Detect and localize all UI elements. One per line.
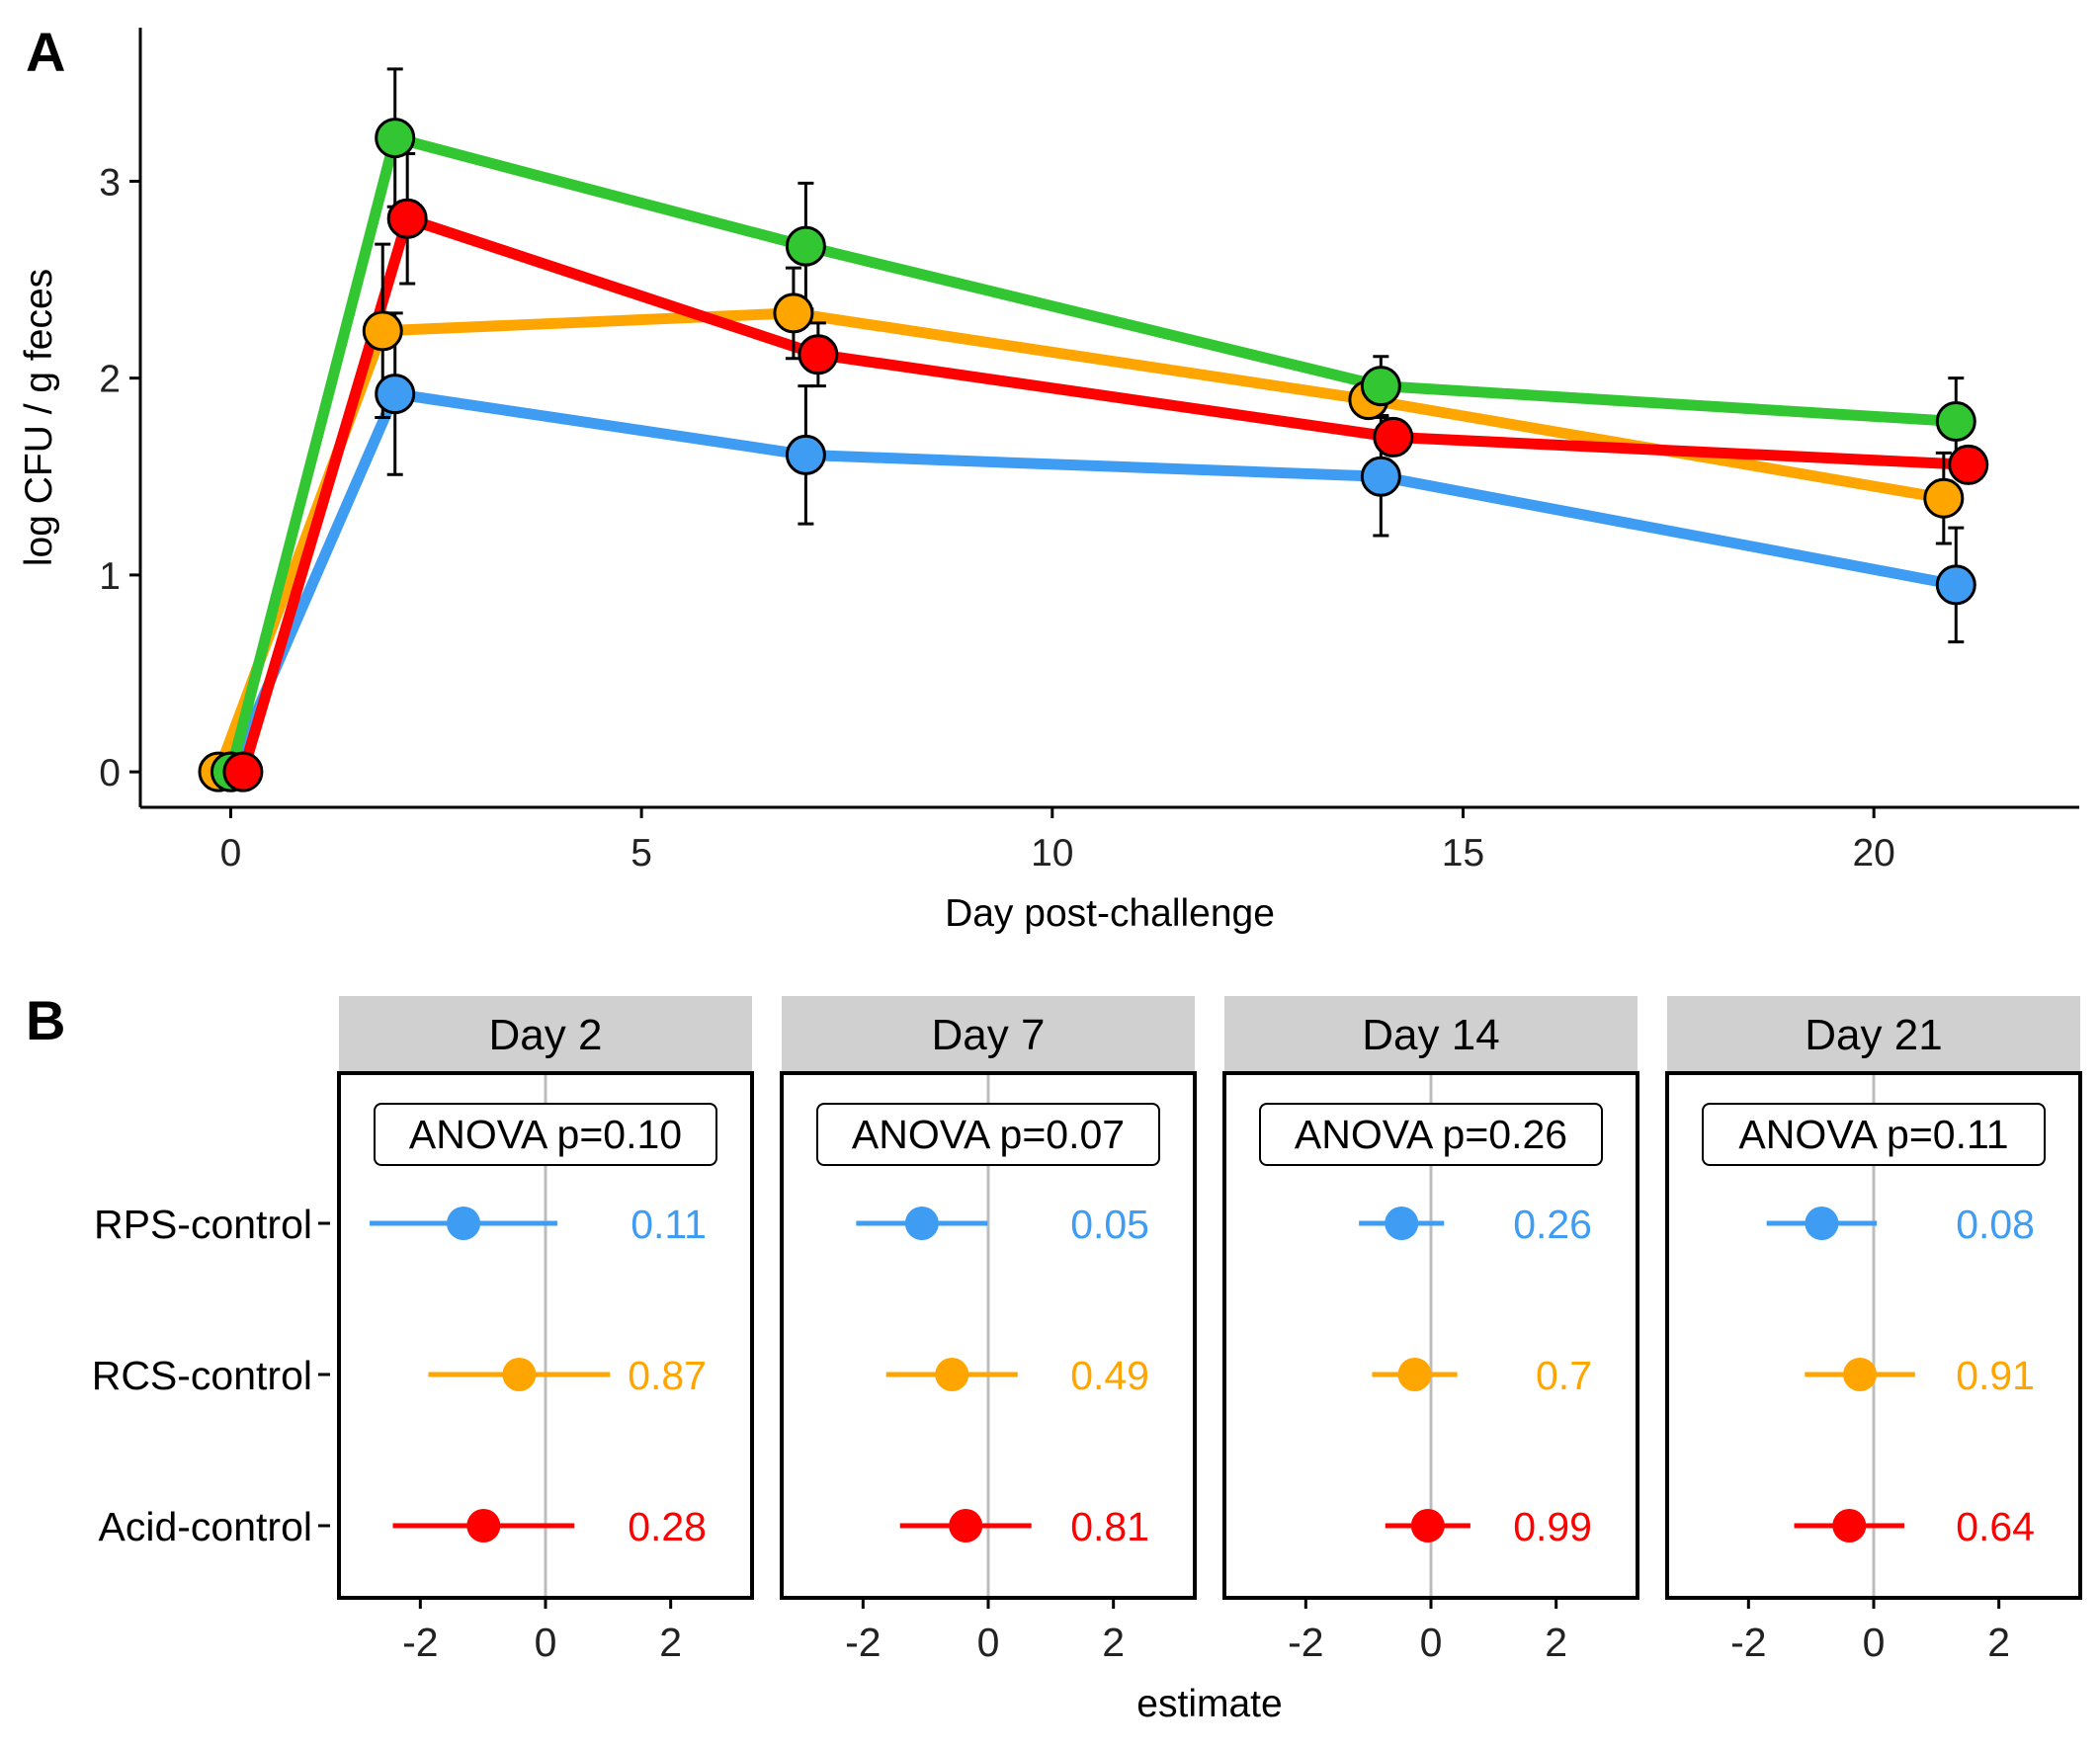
y-tick-label: 1 (99, 555, 121, 598)
facet-strip (782, 996, 1195, 1073)
x-tick-label: 0 (1420, 1620, 1443, 1665)
data-point-rps (785, 225, 826, 267)
data-point-control (1935, 564, 1976, 606)
data-point-rcs (362, 310, 403, 352)
y-tick-label: 2 (99, 359, 121, 401)
estimate-point (1410, 1509, 1445, 1542)
x-tick-label: -2 (845, 1620, 881, 1665)
estimate-point (1843, 1358, 1878, 1391)
pvalue-label: 0.99 (1513, 1504, 1592, 1549)
data-point-control (375, 374, 416, 415)
x-tick-label: 10 (1031, 832, 1073, 875)
row-label: RCS-control (92, 1353, 312, 1398)
data-point-acid (386, 198, 428, 239)
estimate-point (1385, 1207, 1419, 1240)
pvalue-label: 0.91 (1956, 1353, 2035, 1398)
pvalue-label: 0.05 (1070, 1202, 1149, 1247)
facet-strip-label: Day 2 (489, 1011, 603, 1059)
pvalue-label: 0.11 (630, 1202, 707, 1247)
estimate-point (949, 1509, 983, 1542)
anova-label-box (1259, 1103, 1603, 1166)
data-point-acid (222, 751, 264, 792)
facet-strip (1224, 996, 1638, 1073)
series-line-acid (237, 212, 1974, 778)
data-point-acid (798, 334, 839, 375)
anova-label-text: ANOVA p=0.10 (409, 1112, 682, 1157)
facet-strip (1667, 996, 2080, 1073)
facet-strip (339, 996, 752, 1073)
y-tick-label: 0 (99, 752, 121, 794)
facet-strip-label: Day 7 (932, 1011, 1046, 1059)
estimate-point (466, 1509, 501, 1542)
pvalue-label: 0.28 (628, 1504, 707, 1549)
estimate-point (1397, 1358, 1432, 1391)
row-label: RPS-control (94, 1202, 312, 1247)
anova-label-box (816, 1103, 1160, 1166)
facet-strip-label: Day 21 (1805, 1011, 1942, 1059)
anova-label-text: ANOVA p=0.07 (852, 1112, 1125, 1157)
x-tick-label: 2 (1545, 1620, 1567, 1665)
panel-a-letter: A (26, 21, 65, 83)
data-point-acid (1948, 444, 1989, 485)
estimate-point (502, 1358, 537, 1391)
pvalue-label: 0.7 (1536, 1353, 1592, 1398)
pvalue-label: 0.49 (1070, 1353, 1149, 1398)
estimate-point (1832, 1509, 1867, 1542)
data-point-rcs (773, 292, 814, 334)
y-tick-label: 3 (99, 161, 121, 204)
data-point-acid (1373, 416, 1414, 458)
data-point-control (785, 434, 826, 475)
row-label: Acid-control (99, 1504, 312, 1549)
pvalue-label: 0.87 (628, 1353, 707, 1398)
x-tick-label: 2 (1987, 1620, 2010, 1665)
x-tick-label: 15 (1442, 832, 1484, 875)
x-tick-label: 0 (220, 832, 242, 875)
x-tick-label: 5 (630, 832, 652, 875)
pvalue-label: 0.81 (1070, 1504, 1149, 1549)
anova-label-box (1702, 1103, 2046, 1166)
data-point-control (1360, 456, 1401, 497)
x-tick-label: -2 (1288, 1620, 1323, 1665)
series-line-rcs (212, 307, 1950, 778)
estimate-point (935, 1358, 969, 1391)
pvalue-label: 0.64 (1956, 1504, 2035, 1549)
panel-b-chart: RPS-control RCS-control Acid-control Day 2 A… (92, 996, 2082, 1725)
x-tick-label: -2 (402, 1620, 438, 1665)
data-point-rcs (1923, 477, 1965, 519)
x-tick-label: -2 (1730, 1620, 1766, 1665)
estimate-point (447, 1207, 481, 1240)
anova-label-text: ANOVA p=0.11 (1738, 1112, 2008, 1157)
anova-label-box (374, 1103, 717, 1166)
data-point-rps (1935, 400, 1976, 442)
x-tick-label: 0 (1863, 1620, 1886, 1665)
x-axis-title: Day post-challenge (945, 892, 1275, 935)
x-tick-label: 0 (535, 1620, 557, 1665)
panel-a-chart: 0 1 2 3 0 5 10 15 20 Day post-challenge log CFU / … (18, 28, 2079, 935)
estimate-point (1805, 1207, 1839, 1240)
anova-label-text: ANOVA p=0.26 (1295, 1112, 1567, 1157)
panel-b-letter: B (26, 989, 65, 1051)
x-tick-label: 2 (1102, 1620, 1125, 1665)
x-tick-label: 20 (1852, 832, 1894, 875)
pvalue-label: 0.26 (1513, 1202, 1592, 1247)
x-tick-label: 0 (977, 1620, 1000, 1665)
pvalue-label: 0.08 (1956, 1202, 2035, 1247)
y-axis-title: log CFU / g feces (18, 269, 60, 566)
data-point-rps (375, 118, 416, 159)
facet-strip-label: Day 14 (1362, 1011, 1499, 1059)
x-tick-label: 2 (659, 1620, 682, 1665)
data-point-rps (1360, 366, 1401, 407)
x-axis-title: estimate (1136, 1683, 1282, 1725)
estimate-point (904, 1207, 939, 1240)
